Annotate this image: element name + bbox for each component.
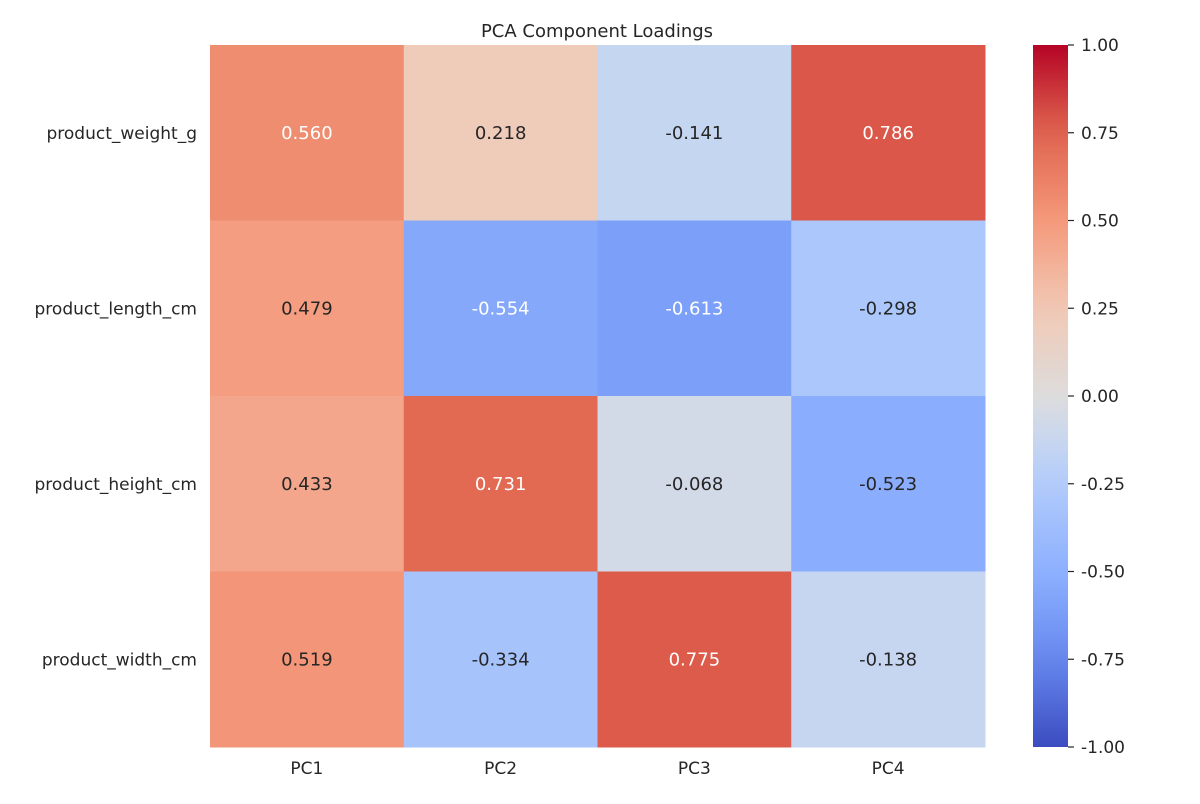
column-label: PC1: [290, 759, 323, 779]
heatmap-cell: [791, 45, 986, 221]
cell-value-label: 0.786: [862, 123, 914, 144]
heatmap-cell: [403, 220, 598, 397]
heatmap-cell: [791, 396, 986, 572]
colorbar-tick-label: -0.50: [1081, 563, 1125, 583]
colorbar-tick-label: 0.75: [1081, 124, 1119, 144]
cell-value-label: -0.554: [472, 298, 530, 319]
column-label: PC2: [484, 759, 517, 779]
cell-value-label: -0.613: [665, 298, 723, 319]
cell-value-label: -0.138: [859, 649, 917, 670]
cell-value-label: -0.334: [472, 649, 530, 670]
cell-value-label: -0.523: [859, 474, 917, 495]
cell-value-label: -0.141: [665, 123, 723, 144]
cell-value-label: -0.068: [665, 474, 723, 495]
heatmap-cell: [791, 220, 986, 397]
colorbar: [1033, 45, 1068, 747]
heatmap-cell: [597, 45, 792, 221]
colorbar-tick-label: 1.00: [1081, 36, 1119, 56]
colorbar-tick-label: 0.25: [1081, 299, 1119, 319]
cell-value-label: -0.298: [859, 298, 917, 319]
row-label: product_width_cm: [42, 650, 197, 670]
colorbar-tick-label: -0.25: [1081, 475, 1125, 495]
cell-value-label: 0.218: [475, 123, 527, 144]
colorbar-tick-label: -0.75: [1081, 650, 1125, 670]
cell-value-label: 0.731: [475, 474, 527, 495]
column-label: PC4: [872, 759, 905, 779]
colorbar-tick-label: -1.00: [1081, 738, 1125, 758]
column-label: PC3: [678, 759, 711, 779]
row-label: product_length_cm: [35, 299, 197, 319]
cell-value-label: 0.519: [281, 649, 333, 670]
chart-title: PCA Component Loadings: [481, 21, 713, 42]
heatmap-cell: [791, 571, 986, 748]
row-label: product_height_cm: [35, 475, 197, 495]
cell-value-label: 0.479: [281, 298, 333, 319]
colorbar-tick-label: 0.00: [1081, 387, 1119, 407]
cell-value-label: 0.433: [281, 474, 333, 495]
colorbar-tick-label: 0.50: [1081, 212, 1119, 232]
heatmap-cell: [210, 45, 405, 221]
heatmap-cell: [210, 571, 405, 748]
heatmap-cell: [210, 220, 405, 397]
heatmap-cell: [403, 396, 598, 572]
cell-value-label: 0.560: [281, 123, 333, 144]
heatmap-cell: [597, 396, 792, 572]
heatmap-cell: [597, 571, 792, 748]
heatmap-cell: [403, 45, 598, 221]
heatmap-cell: [403, 571, 598, 748]
cell-value-label: 0.775: [669, 649, 721, 670]
heatmap-cell: [210, 396, 405, 572]
row-label: product_weight_g: [47, 124, 198, 144]
heatmap-cell: [597, 220, 792, 397]
